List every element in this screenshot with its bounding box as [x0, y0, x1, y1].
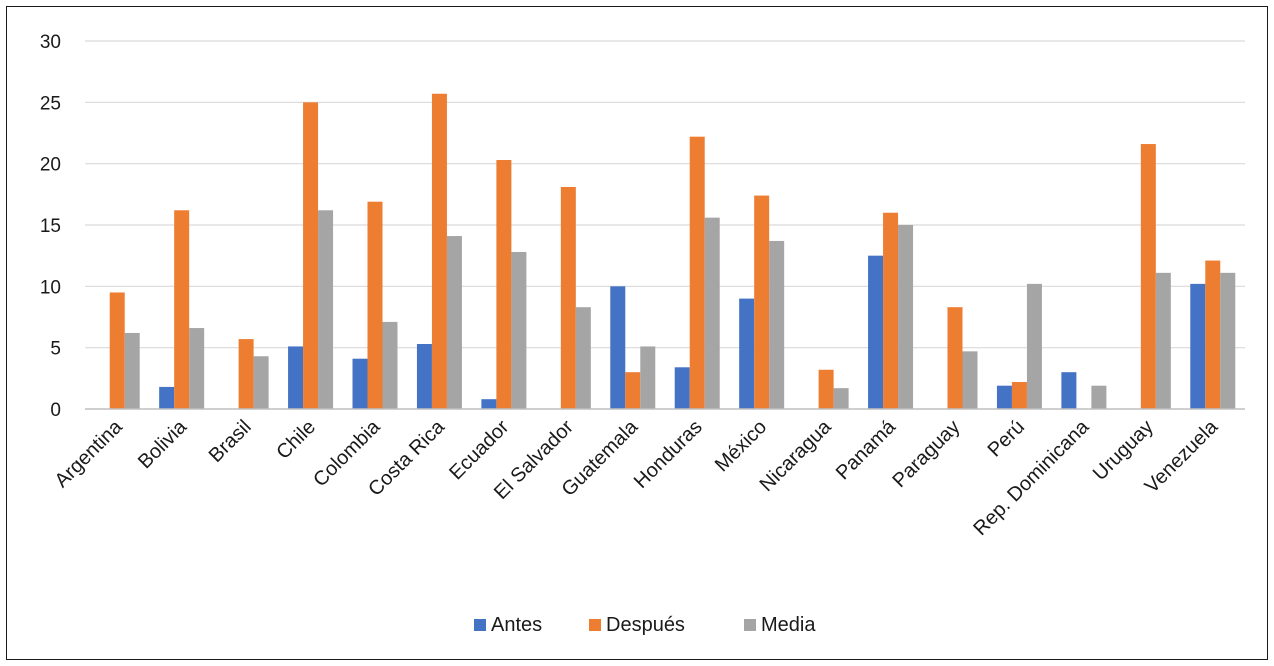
x-axis-labels: Argentina Bolivia Brasil ChileColombiaCosta… [51, 415, 1223, 540]
x-tick-label: Bolivia [134, 415, 192, 473]
bar-media [1155, 272, 1171, 409]
x-tick-label: Rep. Dominicana [969, 415, 1094, 540]
bar-después [367, 201, 383, 409]
bar-media [189, 328, 205, 409]
y-axis-ticks: 0 5 10 15 20 25 30 [40, 32, 61, 421]
bar-después [625, 372, 641, 409]
bar-después [1205, 260, 1221, 409]
bar-media [1091, 385, 1107, 409]
bar-media [1220, 272, 1236, 409]
bar-antes [159, 386, 175, 409]
bar-después [496, 159, 512, 409]
bar-después [1140, 144, 1156, 410]
legend-swatch-media [744, 619, 756, 631]
bar-antes [739, 298, 755, 409]
bar-media [640, 346, 656, 409]
bar-después [303, 102, 319, 409]
bar-chart: 0 5 10 15 20 25 30 Argentina Bolivia Brasil Chile… [40, 32, 1245, 636]
bar-antes [352, 358, 368, 409]
bar-después [818, 369, 834, 409]
bar-media [382, 321, 398, 409]
y-tick-label: 15 [40, 216, 61, 237]
bar-antes [868, 255, 884, 409]
bar-media [769, 240, 785, 409]
bar-media [1026, 283, 1042, 409]
bar-antes [416, 343, 432, 409]
bar-media [124, 332, 140, 409]
bar-media [575, 307, 591, 409]
bar-antes [1061, 372, 1077, 409]
bar-después [689, 136, 705, 409]
bar-después [947, 307, 963, 409]
bar-antes [610, 286, 626, 409]
bar-media [898, 225, 914, 409]
bar-después [109, 292, 125, 409]
x-tick-label: Honduras [630, 416, 707, 493]
x-tick-label: Argentina [51, 415, 128, 492]
legend-label-media: Media [761, 614, 816, 636]
x-tick-label: Chile [272, 416, 320, 464]
y-tick-label: 10 [40, 277, 61, 298]
legend-swatch-antes [474, 619, 486, 631]
bar-antes [996, 385, 1012, 409]
x-tick-label: Nicaragua [756, 415, 837, 496]
bar-después [754, 195, 770, 409]
bar-después [238, 339, 254, 409]
y-tick-label: 25 [40, 93, 61, 114]
y-tick-label: 20 [40, 155, 61, 176]
bar-después [1011, 382, 1027, 409]
bar-media [704, 217, 720, 409]
grid [85, 40, 1245, 349]
bars [109, 93, 1236, 410]
bar-antes [1190, 283, 1206, 409]
bar-después [174, 210, 190, 409]
x-tick-label: México [711, 416, 771, 476]
bar-después [883, 212, 899, 409]
x-tick-label: Brasil [205, 416, 256, 467]
bar-antes [288, 346, 304, 409]
bar-media [962, 351, 978, 409]
bar-antes [481, 399, 497, 409]
y-tick-label: 5 [50, 339, 61, 360]
legend-swatch-después [589, 619, 601, 631]
bar-después [560, 186, 576, 409]
x-tick-label: Perú [984, 416, 1029, 461]
chart-frame: 0 5 10 15 20 25 30 Argentina Bolivia Brasil Chile… [6, 6, 1268, 660]
y-tick-label: 30 [40, 32, 61, 53]
bar-después [431, 93, 447, 409]
bar-antes [674, 367, 690, 409]
legend-label-después: Después [606, 614, 685, 636]
bar-media [511, 251, 527, 409]
bar-media [318, 210, 334, 409]
legend: Antes Después Media [474, 614, 816, 636]
bar-media [833, 388, 849, 409]
bar-media [253, 356, 269, 409]
legend-label-antes: Antes [491, 614, 542, 636]
x-tick-label: Paraguay [888, 416, 964, 492]
y-tick-label: 0 [50, 400, 61, 421]
bar-media [446, 236, 462, 409]
